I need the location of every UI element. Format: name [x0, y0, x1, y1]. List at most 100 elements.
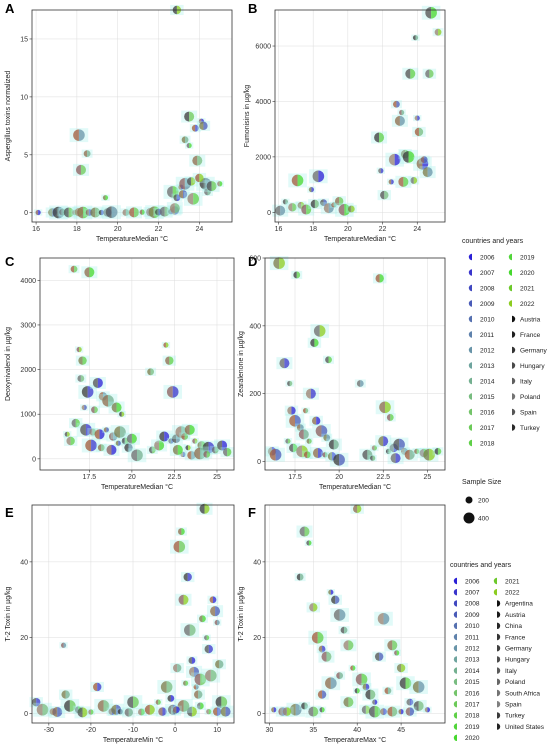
point-right-half [185, 136, 189, 144]
data-point [272, 204, 289, 217]
point-right-half [295, 415, 301, 427]
legend-label: 2015 [480, 394, 495, 401]
data-point [201, 450, 213, 459]
point-left-half [380, 708, 384, 716]
point-left-half [289, 703, 296, 716]
tick-label-y: 0 [257, 459, 261, 466]
legend-label: 2012 [480, 347, 495, 354]
point-left-half [387, 640, 393, 651]
point-right-half [183, 700, 190, 712]
point-right-half [181, 528, 185, 535]
data-point [192, 172, 207, 184]
data-point [186, 656, 198, 665]
point-right-half [63, 642, 67, 648]
point-left-half [93, 682, 98, 692]
data-point [411, 34, 420, 41]
point-left-half [61, 690, 66, 699]
data-point [412, 126, 426, 137]
point-left-half [158, 707, 163, 716]
point-right-half [219, 181, 223, 187]
legend-item: 2021 [508, 284, 535, 292]
tick-label-y: 0 [24, 711, 28, 718]
data-point [362, 688, 379, 701]
point-right-half [177, 663, 182, 673]
point-left-half [394, 650, 397, 656]
data-point [90, 681, 104, 693]
point-left-half [323, 434, 327, 442]
data-point [370, 699, 379, 706]
point-left-half [77, 375, 81, 382]
point-left-half [52, 206, 59, 219]
legend-item: 400 [463, 512, 489, 524]
size-swatch [463, 512, 475, 524]
data-point [151, 439, 168, 452]
tick-label-y: 0 [267, 210, 271, 217]
legend-label: 2011 [465, 634, 479, 641]
data-point [154, 699, 163, 706]
point-left-half [398, 176, 404, 187]
point-left-half [159, 431, 165, 442]
data-point [170, 662, 184, 674]
data-point [304, 539, 314, 547]
data-point [166, 202, 183, 215]
legend-item: Argentina [497, 600, 533, 608]
legend-swatch [497, 622, 501, 629]
data-point [396, 676, 415, 691]
point-left-half [98, 392, 103, 401]
point-right-half [292, 203, 297, 212]
point-left-half [124, 708, 129, 717]
legend-item: 2008 [468, 284, 495, 292]
point-right-half [383, 708, 387, 716]
point-right-half [379, 132, 385, 143]
data-point [350, 503, 364, 514]
point-left-half [331, 202, 334, 208]
legend-label: 2019 [465, 724, 480, 731]
point-right-half [184, 433, 189, 440]
legend-swatch [468, 331, 472, 338]
tick-label-x: 35 [309, 727, 317, 734]
point-left-half [327, 452, 333, 461]
legend-label: 2020 [465, 735, 480, 742]
tick-label-x: -10 [128, 727, 138, 734]
data-point [304, 438, 314, 445]
point-left-half [122, 209, 126, 216]
data-point [309, 415, 323, 426]
point-right-half [372, 455, 376, 461]
point-left-half [377, 612, 384, 625]
point-right-half [221, 696, 228, 708]
point-left-half [365, 689, 371, 700]
data-point [402, 67, 419, 80]
legend-item: 2019 [453, 723, 480, 731]
point-left-half [91, 406, 95, 414]
point-right-half [401, 663, 406, 673]
point-left-half [275, 205, 281, 216]
point-left-half [64, 700, 70, 712]
legend-label: Poland [520, 394, 541, 401]
legend-item: 2012 [468, 346, 495, 354]
data-point [169, 443, 186, 456]
legend-label: 2021 [520, 285, 535, 292]
point-left-half [184, 624, 190, 636]
data-point [308, 198, 322, 210]
data-point [184, 176, 198, 187]
data-point [334, 671, 346, 680]
point-right-half [164, 206, 170, 217]
legend-swatch [497, 701, 501, 708]
point-left-half [374, 652, 380, 661]
point-left-half [414, 115, 418, 121]
point-right-half [396, 100, 400, 108]
data-point [413, 114, 422, 122]
legend-swatch [512, 408, 516, 416]
data-point [408, 176, 420, 185]
data-point [102, 426, 111, 433]
data-point [374, 611, 393, 626]
point-left-half [94, 429, 100, 440]
data-point [141, 703, 158, 716]
point-right-half [361, 673, 368, 686]
point-left-half [198, 118, 202, 124]
point-right-half [300, 424, 304, 431]
point-left-half [171, 434, 177, 443]
point-right-half [165, 342, 169, 348]
point-right-half [196, 684, 199, 690]
point-right-half [303, 429, 309, 440]
